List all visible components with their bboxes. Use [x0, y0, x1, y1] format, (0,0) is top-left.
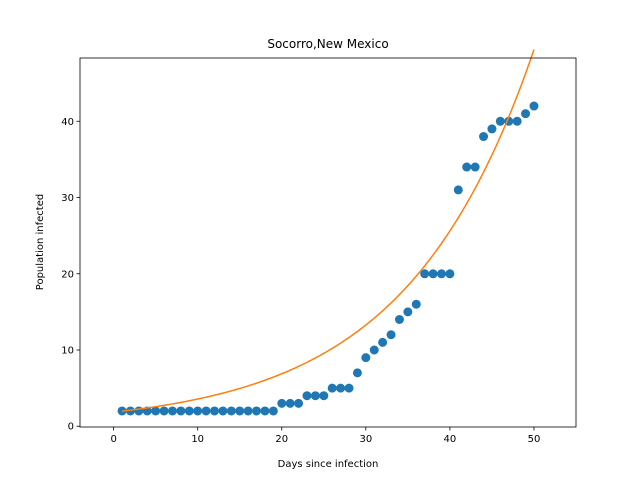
axes-frame — [79, 57, 577, 428]
x-tick-label: 50 — [528, 434, 541, 445]
data-point — [268, 406, 278, 416]
data-point — [226, 406, 236, 416]
data-point — [201, 406, 211, 416]
axes: 0 10 20 30 40 50 0 10 20 30 40 — [61, 57, 577, 445]
data-point — [495, 116, 505, 126]
data-point — [403, 307, 413, 317]
data-point — [310, 391, 320, 401]
data-point — [319, 391, 329, 401]
data-point — [252, 406, 262, 416]
data-point — [470, 162, 480, 172]
data-point — [193, 406, 203, 416]
data-point — [411, 299, 421, 309]
data-point — [369, 345, 379, 355]
data-point — [159, 406, 169, 416]
data-point — [243, 406, 253, 416]
data-point — [285, 398, 295, 408]
x-tick-label: 30 — [359, 434, 372, 445]
data-point — [336, 383, 346, 393]
data-point — [487, 124, 497, 134]
data-point — [428, 269, 438, 279]
chart-title: Socorro,New Mexico — [267, 37, 388, 51]
x-tick-label: 10 — [191, 434, 204, 445]
fit-line — [121, 49, 535, 412]
data-point — [134, 406, 144, 416]
data-point — [176, 406, 186, 416]
plot-area — [117, 49, 539, 416]
data-point — [445, 269, 455, 279]
data-point — [294, 398, 304, 408]
data-point — [125, 406, 135, 416]
x-tick-label: 40 — [444, 434, 457, 445]
y-tick-label: 20 — [61, 269, 74, 280]
x-tick-label: 20 — [275, 434, 288, 445]
data-point — [302, 391, 312, 401]
data-point — [344, 383, 354, 393]
data-point — [235, 406, 245, 416]
data-point — [151, 406, 161, 416]
data-point — [420, 269, 430, 279]
y-tick-label: 40 — [61, 117, 74, 128]
data-point — [453, 185, 463, 195]
data-point — [210, 406, 220, 416]
data-point — [361, 353, 371, 363]
data-point — [352, 368, 362, 378]
y-tick-label: 0 — [68, 422, 74, 433]
data-point — [277, 398, 287, 408]
data-point — [479, 132, 489, 142]
y-axis-label: Population infected — [35, 194, 46, 290]
data-point — [462, 162, 472, 172]
x-tick-label: 0 — [110, 434, 116, 445]
data-point — [184, 406, 194, 416]
data-point — [260, 406, 270, 416]
data-point — [386, 330, 396, 340]
data-point — [218, 406, 228, 416]
y-tick-label: 10 — [61, 345, 74, 356]
data-point — [521, 109, 531, 119]
data-point — [327, 383, 337, 393]
y-tick-label: 30 — [61, 193, 74, 204]
data-point — [512, 116, 522, 126]
data-point — [167, 406, 177, 416]
data-point — [529, 101, 539, 111]
x-axis-label: Days since infection — [278, 459, 379, 470]
data-point — [436, 269, 446, 279]
data-point — [394, 315, 404, 324]
data-point — [378, 337, 388, 347]
